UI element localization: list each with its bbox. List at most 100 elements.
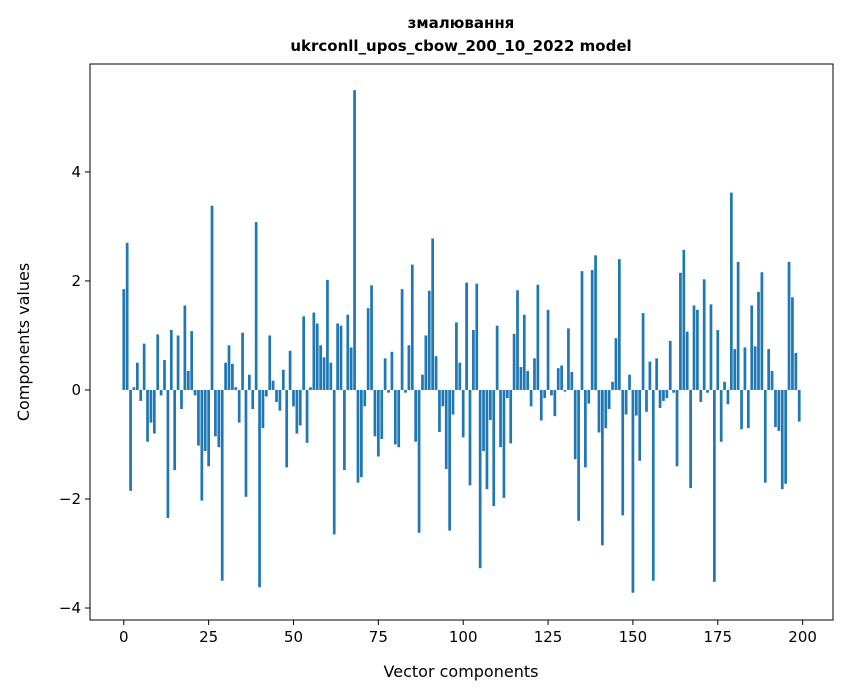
bar-103	[472, 330, 475, 390]
bar-47	[281, 369, 285, 390]
bar-178	[726, 389, 730, 405]
y-tick-label: 4	[71, 163, 81, 181]
bar-14	[169, 330, 173, 390]
bar-109	[492, 389, 496, 507]
bar-172	[706, 389, 709, 393]
bar-122	[536, 284, 540, 390]
bar-45	[275, 389, 278, 402]
bar-1	[125, 242, 129, 390]
bar-117	[519, 367, 523, 390]
y-axis-label: Components values	[14, 263, 33, 421]
bar-7	[146, 389, 149, 442]
bar-0	[122, 289, 126, 390]
bar-173	[709, 304, 713, 390]
bar-135	[580, 271, 584, 390]
bar-43	[268, 335, 272, 390]
bar-39	[254, 222, 258, 390]
bar-197	[791, 297, 794, 390]
bar-18	[183, 305, 187, 390]
bar-194	[780, 389, 784, 490]
bar-76	[380, 389, 384, 440]
bar-150	[631, 389, 635, 593]
plot-frame	[89, 63, 834, 621]
bar-124	[543, 389, 547, 399]
y-tick-label: 2	[71, 272, 81, 290]
bar-95	[444, 389, 448, 470]
bar-199	[797, 389, 801, 422]
bar-163	[675, 389, 679, 467]
bar-99	[458, 362, 462, 390]
bar-100	[461, 389, 465, 438]
bar-84	[407, 345, 411, 390]
bar-4	[135, 362, 139, 390]
bar-88	[421, 374, 424, 390]
bar-147	[621, 389, 625, 516]
bar-19	[186, 370, 190, 390]
bar-90	[427, 290, 431, 390]
bar-85	[410, 264, 414, 390]
bar-24	[203, 389, 207, 452]
bar-183	[743, 347, 747, 390]
bar-110	[495, 325, 499, 390]
bar-148	[624, 389, 628, 415]
bar-46	[278, 389, 282, 411]
bar-97	[451, 389, 455, 415]
bar-112	[502, 389, 506, 498]
bar-16	[176, 335, 180, 390]
bar-190	[767, 349, 771, 390]
bar-60	[326, 279, 329, 390]
bar-154	[645, 389, 648, 412]
x-axis-ticks: 0 25 50 75 100 125 150 175 200	[119, 620, 817, 646]
bar-12	[163, 359, 166, 390]
bar-66	[346, 314, 350, 390]
x-tick-label: 175	[703, 628, 732, 646]
x-tick-label: 50	[284, 628, 303, 646]
bar-65	[343, 389, 346, 471]
bar-54	[305, 389, 309, 443]
bar-185	[750, 305, 754, 390]
bar-58	[319, 345, 322, 390]
x-tick-label: 100	[449, 628, 478, 646]
bar-131	[567, 328, 570, 390]
bar-49	[288, 350, 292, 390]
bar-142	[604, 389, 608, 429]
bar-181	[736, 261, 740, 390]
bar-191	[770, 370, 774, 390]
bar-48	[285, 389, 289, 468]
bar-189	[763, 389, 767, 483]
bar-87	[417, 389, 421, 533]
bar-130	[563, 389, 567, 392]
bar-136	[584, 389, 587, 468]
bar-77	[383, 358, 387, 390]
bar-149	[628, 374, 631, 390]
bar-80	[393, 389, 397, 445]
bar-89	[424, 335, 428, 390]
bar-171	[702, 279, 706, 390]
bar-63	[336, 323, 339, 390]
bar-177	[723, 381, 726, 390]
bar-141	[601, 389, 604, 546]
bar-82	[400, 289, 404, 390]
x-tick-label: 25	[199, 628, 218, 646]
bars-group	[122, 90, 801, 593]
bar-134	[577, 389, 580, 521]
bar-32	[231, 363, 234, 390]
chart-title-line1: змалювання	[408, 14, 515, 32]
bar-70	[360, 389, 363, 478]
x-tick-label: 75	[369, 628, 388, 646]
bar-166	[685, 331, 689, 390]
bar-3	[132, 387, 136, 390]
bar-151	[634, 389, 638, 416]
bar-196	[787, 261, 791, 390]
bar-36	[244, 389, 248, 497]
bar-28	[217, 389, 221, 448]
bar-62	[332, 389, 336, 535]
bar-167	[689, 389, 692, 489]
y-tick-label: −2	[59, 490, 81, 508]
bar-133	[573, 389, 577, 460]
bar-68	[353, 90, 356, 390]
bar-75	[376, 389, 380, 457]
bar-40	[258, 389, 261, 588]
bar-37	[248, 374, 251, 390]
bar-55	[309, 387, 312, 390]
